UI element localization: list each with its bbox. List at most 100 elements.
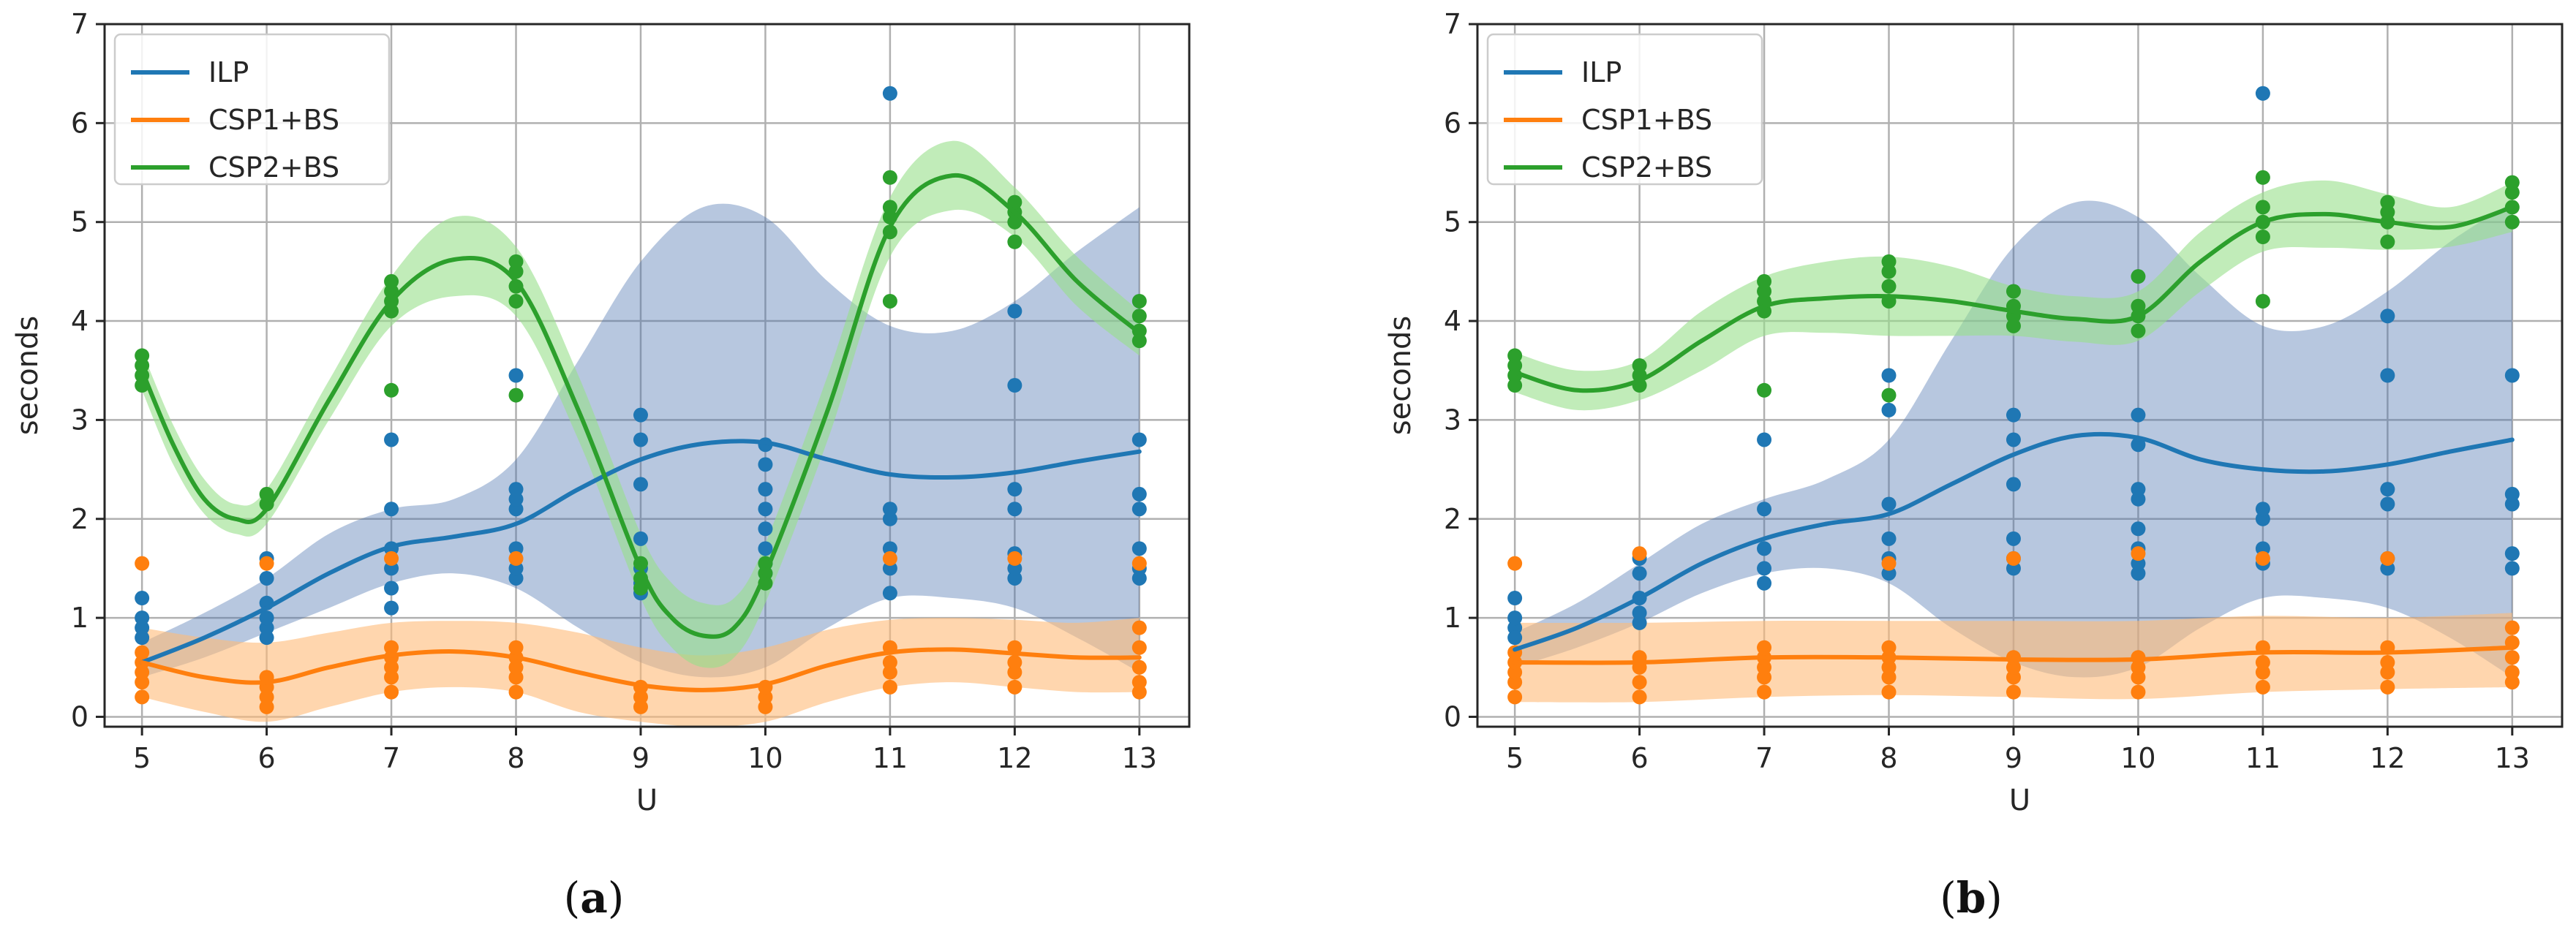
point-csp1-bs: [508, 640, 524, 655]
x-tick-label: 8: [1880, 742, 1897, 774]
point-ilp: [633, 477, 648, 492]
y-tick-label: 6: [1444, 107, 1461, 139]
y-tick-label: 3: [71, 404, 88, 436]
point-ilp: [259, 570, 274, 586]
point-csp2-bs: [2380, 194, 2395, 210]
point-csp1-bs: [1007, 679, 1023, 695]
point-ilp: [384, 502, 399, 517]
point-csp1-bs: [508, 684, 524, 700]
point-csp2-bs: [1881, 254, 1897, 269]
y-tick-label: 7: [71, 8, 88, 40]
point-ilp: [633, 407, 648, 423]
y-tick-label: 5: [1444, 206, 1461, 238]
point-csp1-bs: [1131, 675, 1147, 690]
point-csp2-bs: [1881, 279, 1897, 294]
point-csp1-bs: [1632, 689, 1647, 705]
point-csp1-bs: [1007, 551, 1023, 566]
point-csp1-bs: [384, 684, 399, 700]
point-csp1-bs: [1757, 640, 1772, 655]
point-ilp: [2380, 309, 2395, 324]
point-ilp: [2380, 482, 2395, 497]
series-layer: [135, 86, 1147, 727]
legend-label-ilp: ILP: [1581, 56, 1622, 88]
point-csp1-bs: [2504, 650, 2520, 665]
axes-frame: [1476, 23, 2564, 728]
point-ilp: [1507, 591, 1523, 606]
point-ilp: [882, 86, 897, 101]
point-ilp: [1131, 486, 1147, 502]
point-ilp: [1881, 368, 1897, 383]
y-tick-label: 0: [71, 700, 88, 733]
point-ilp: [2006, 477, 2021, 492]
x-tick-label: 12: [2370, 742, 2405, 774]
point-csp1-bs: [135, 556, 150, 571]
legend-label-csp2-bs: CSP2+BS: [208, 151, 339, 184]
legend-label-ilp: ILP: [208, 56, 249, 88]
point-csp2-bs: [2255, 230, 2270, 245]
point-csp1-bs: [1507, 556, 1523, 571]
point-ilp: [384, 432, 399, 447]
point-csp1-bs: [882, 655, 897, 670]
x-tick-label: 6: [1631, 742, 1649, 774]
legend-label-csp1-bs: CSP1+BS: [208, 104, 339, 136]
point-ilp: [2006, 531, 2021, 546]
point-ilp: [1757, 575, 1772, 591]
point-csp2-bs: [1007, 234, 1023, 249]
point-ilp: [633, 531, 648, 546]
y-tick-label: 1: [1444, 602, 1461, 634]
point-csp1-bs: [259, 556, 274, 571]
y-axis-label: seconds: [1384, 316, 1417, 436]
point-csp2-bs: [2255, 170, 2270, 185]
y-tick-label: 1: [71, 602, 88, 634]
point-csp1-bs: [508, 551, 524, 566]
x-tick-label: 9: [632, 742, 649, 774]
point-ilp: [1632, 605, 1647, 621]
point-ilp: [1881, 402, 1897, 417]
point-csp2-bs: [1757, 273, 1772, 289]
point-ilp: [2131, 482, 2146, 497]
point-csp2-bs: [508, 293, 524, 309]
point-csp2-bs: [882, 200, 897, 215]
point-csp1-bs: [882, 551, 897, 566]
point-ilp: [1131, 502, 1147, 517]
y-tick-label: 0: [1444, 700, 1461, 733]
line-ilp: [1513, 431, 2515, 652]
point-csp1-bs: [1632, 675, 1647, 690]
point-csp2-bs: [1131, 293, 1147, 309]
x-tick-label: 11: [2245, 742, 2281, 774]
point-csp1-bs: [1881, 684, 1897, 700]
point-ilp: [633, 432, 648, 447]
point-ilp: [1757, 432, 1772, 447]
x-tick-label: 10: [747, 742, 783, 774]
point-ilp: [2504, 368, 2520, 383]
caption-a: (a): [564, 873, 625, 923]
point-csp2-bs: [1007, 194, 1023, 210]
point-ilp: [135, 610, 150, 626]
line-csp2-bs: [140, 173, 1142, 639]
point-ilp: [1507, 630, 1523, 646]
caption-b-letter: b: [1957, 873, 1986, 923]
point-ilp: [1757, 561, 1772, 576]
point-csp1-bs: [1131, 620, 1147, 635]
point-csp1-bs: [2255, 655, 2270, 670]
point-csp2-bs: [2255, 293, 2270, 309]
point-ilp: [1757, 502, 1772, 517]
point-csp1-bs: [2504, 665, 2520, 680]
point-csp2-bs: [2504, 214, 2520, 230]
point-csp1-bs: [2131, 684, 2146, 700]
y-tick-label: 6: [71, 107, 88, 139]
legend: ILP CSP1+BS CSP2+BS: [1486, 33, 1763, 186]
point-ilp: [135, 591, 150, 606]
point-csp2-bs: [2131, 323, 2146, 338]
point-ilp: [259, 610, 274, 626]
point-csp1-bs: [384, 551, 399, 566]
point-csp2-bs: [2504, 175, 2520, 190]
legend: ILP CSP1+BS CSP2+BS: [113, 33, 391, 186]
point-csp2-bs: [135, 348, 150, 363]
x-tick-label: 11: [873, 742, 908, 774]
y-tick-label: 3: [1444, 404, 1461, 436]
x-tick-label: 5: [1506, 742, 1524, 774]
point-ilp: [2006, 432, 2021, 447]
point-ilp: [384, 600, 399, 616]
point-csp1-bs: [384, 640, 399, 655]
